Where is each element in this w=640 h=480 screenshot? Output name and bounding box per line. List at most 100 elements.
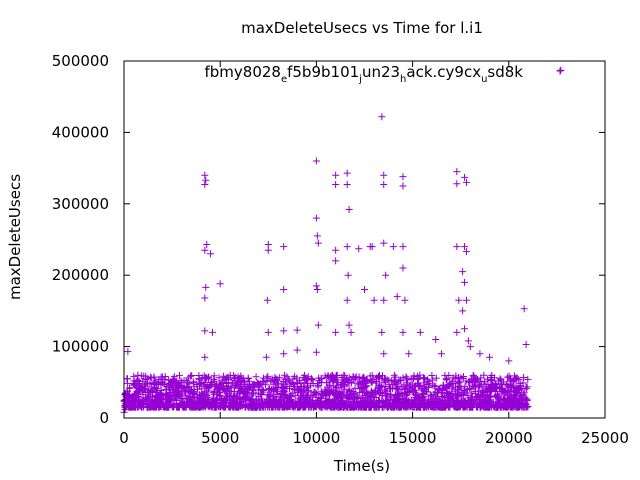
data-point [498,387,506,395]
data-point [277,396,285,404]
data-point [337,389,345,397]
data-point [142,372,150,380]
data-point [469,397,477,405]
data-point [410,387,418,395]
data-point [330,376,338,384]
data-point [399,173,407,181]
data-point [427,397,435,405]
data-point [402,373,410,381]
data-point [359,388,367,396]
data-point [264,328,272,336]
data-point [419,390,427,398]
data-point [496,399,504,407]
data-point [140,386,148,394]
data-point [301,403,309,411]
data-point [389,243,397,251]
data-point [426,391,434,399]
data-point [123,375,131,383]
data-point [252,402,260,410]
data-point [307,382,315,390]
data-point [172,392,180,400]
data-point [302,389,310,397]
data-point [461,278,469,286]
data-point [196,391,204,399]
data-point [380,296,388,304]
data-point [263,296,271,304]
data-point [245,386,253,394]
data-point [201,294,209,302]
data-point [515,397,523,405]
data-point [323,389,331,397]
data-point [557,66,565,74]
data-point [302,374,310,382]
data-point [347,328,355,336]
data-point [484,403,492,411]
data-point [462,400,470,408]
data-point [508,403,516,411]
data-point [420,374,428,382]
data-point [175,371,183,379]
data-point [328,389,336,397]
data-point [201,396,209,404]
data-point [337,403,345,411]
data-point [248,382,256,390]
data-point [371,402,379,410]
data-point [314,383,322,391]
data-point [461,173,469,181]
data-point [360,373,368,381]
data-point [510,399,518,407]
data-point [323,403,331,411]
data-point [449,374,457,382]
data-point [244,374,252,382]
data-point [172,377,180,385]
data-point [144,403,152,411]
data-point [236,393,244,401]
data-point [403,385,411,393]
data-point [128,400,136,408]
data-point [332,383,340,391]
data-point [358,401,366,409]
data-point [394,403,402,411]
data-point [332,181,340,189]
data-point [139,377,147,385]
data-point [515,386,523,394]
data-point [517,401,525,409]
data-point [432,374,440,382]
data-point [272,383,280,391]
data-point [431,403,439,411]
data-point [444,390,452,398]
data-point [228,401,236,409]
data-point [381,400,389,408]
data-point [462,248,470,256]
data-point [342,375,350,383]
data-point [281,391,289,399]
data-point [397,376,405,384]
y-tick-label: 100000 [52,338,109,356]
data-point [246,395,254,403]
data-point [380,239,388,247]
data-point [190,383,198,391]
data-point [296,385,304,393]
data-point [471,398,479,406]
data-point [408,382,416,390]
data-point [355,245,363,253]
data-point [423,376,431,384]
data-point [152,393,160,401]
data-point [462,178,470,186]
data-point [135,382,143,390]
x-tick-label: 15000 [389,429,437,447]
data-point [131,381,139,389]
data-point [449,395,457,403]
data-point [386,396,394,404]
data-point [473,393,481,401]
y-tick-label: 200000 [52,266,109,284]
data-point [215,374,223,382]
data-point [400,388,408,396]
data-point [265,400,273,408]
data-point [507,387,515,395]
data-point [211,382,219,390]
data-point [151,377,159,385]
data-point [332,257,340,265]
data-point [238,378,246,386]
data-point [313,232,321,240]
